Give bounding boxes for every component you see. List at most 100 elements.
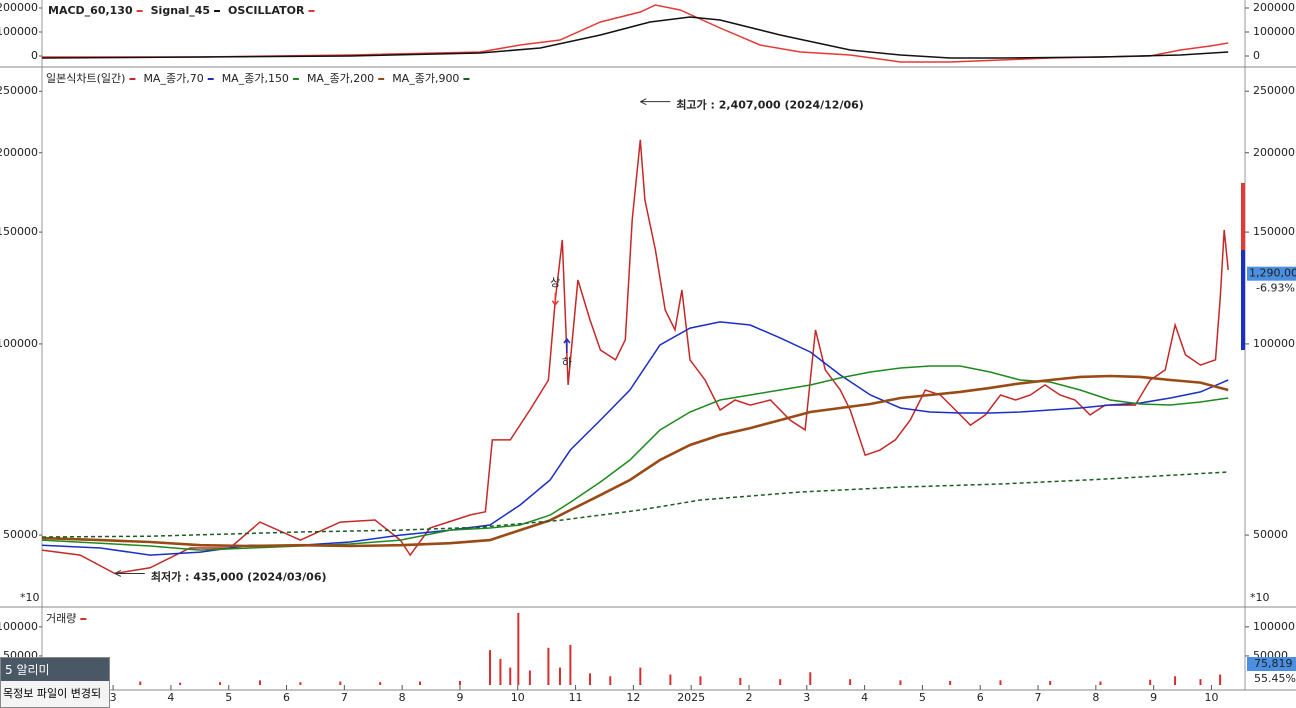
y-tick-label: 150000 bbox=[1253, 225, 1295, 238]
price-change: -6.93% bbox=[1256, 282, 1295, 295]
x-tick-label: 9 bbox=[456, 691, 463, 704]
y-tick-label: 100000 bbox=[1253, 337, 1295, 350]
volume-bar bbox=[139, 681, 142, 685]
range-bar bbox=[1241, 183, 1245, 250]
volume-bar bbox=[569, 644, 572, 685]
volume-bar bbox=[528, 670, 531, 685]
legend-label: 거래량 bbox=[46, 612, 76, 625]
signal-arrow bbox=[551, 292, 559, 307]
x-tick-label: 6 bbox=[283, 691, 290, 704]
y-tick-label: 0 bbox=[1253, 49, 1260, 62]
scale-note: *10 bbox=[20, 591, 40, 604]
volume-bar bbox=[419, 681, 422, 685]
x-tick-label: 10 bbox=[1204, 691, 1218, 704]
popup-title: 5 알리미 bbox=[1, 658, 109, 681]
y-tick-label: 0 bbox=[31, 49, 38, 62]
x-tick-label: 10 bbox=[511, 691, 525, 704]
volume-box bbox=[1247, 657, 1296, 671]
popup[interactable]: 5 알리미 목정보 파일이 변경되 bbox=[0, 657, 110, 708]
volume-bar bbox=[739, 678, 742, 685]
y-tick-label: 200000 bbox=[1253, 1, 1295, 14]
y-tick-label: 200000 bbox=[0, 1, 38, 14]
y-tick-label: 50000 bbox=[1253, 528, 1288, 541]
y-tick-label: 50000 bbox=[3, 528, 38, 541]
x-tick-label: 8 bbox=[399, 691, 406, 704]
volume-bar bbox=[379, 682, 382, 685]
x-tick-label: 3 bbox=[110, 691, 117, 704]
series-line bbox=[41, 321, 1229, 556]
volume-bar bbox=[179, 682, 182, 685]
volume-bar bbox=[699, 676, 702, 685]
current-price: 1,290,000 bbox=[1249, 267, 1296, 280]
y-tick-label: 250000 bbox=[1253, 84, 1295, 97]
series-line bbox=[41, 16, 1229, 59]
annotation: 최고가 : 2,407,000 (2024/12/06) bbox=[676, 98, 864, 112]
volume-bar bbox=[809, 672, 812, 685]
y-tick-label: 250000 bbox=[0, 84, 38, 97]
scale-note: *10 bbox=[1250, 591, 1270, 604]
series-line bbox=[41, 471, 1229, 538]
volume-bar bbox=[339, 681, 342, 685]
volume-bar bbox=[1174, 676, 1177, 685]
volume-label: 55.45% bbox=[1254, 672, 1296, 685]
volume-bar bbox=[489, 650, 492, 685]
volume-bar bbox=[1099, 681, 1102, 685]
volume-bar bbox=[1149, 679, 1152, 685]
annotation-arrow bbox=[114, 570, 145, 577]
annotation-arrow bbox=[640, 98, 671, 106]
volume-bar bbox=[219, 682, 222, 685]
signal-arrow bbox=[563, 337, 571, 354]
x-tick-label: 4 bbox=[167, 691, 174, 704]
volume-bar bbox=[517, 612, 520, 685]
volume-bar bbox=[899, 680, 902, 685]
legend-label: MA_종가,900 bbox=[392, 72, 459, 85]
price-box bbox=[1247, 266, 1296, 281]
volume-bar bbox=[779, 679, 782, 685]
volume-bar bbox=[589, 673, 592, 685]
x-tick-label: 6 bbox=[977, 691, 984, 704]
volume-bar bbox=[1049, 680, 1052, 685]
volume-bar bbox=[1219, 674, 1222, 685]
series-line bbox=[41, 139, 1229, 575]
series-line bbox=[41, 374, 1229, 548]
x-tick-label: 7 bbox=[341, 691, 348, 704]
volume-bar bbox=[299, 682, 302, 685]
volume-bar bbox=[999, 680, 1002, 685]
legend-label: OSCILLATOR bbox=[228, 4, 305, 17]
x-tick-label: 5 bbox=[225, 691, 232, 704]
y-tick-label: 100000 bbox=[0, 25, 38, 38]
legend-label: Signal_45 bbox=[151, 4, 210, 17]
x-tick-label: 5 bbox=[919, 691, 926, 704]
x-tick-label: 3 bbox=[803, 691, 810, 704]
volume-bar bbox=[509, 667, 512, 685]
legend-label: 일본식차트(일간) bbox=[46, 71, 125, 85]
x-tick-label: 2025 bbox=[677, 691, 705, 704]
x-tick-label: 9 bbox=[1150, 691, 1157, 704]
volume-bar bbox=[458, 680, 461, 685]
signal-label: 상 bbox=[550, 276, 560, 289]
y-tick-label: 100000 bbox=[1253, 620, 1295, 633]
volume-bar bbox=[1199, 679, 1202, 685]
x-tick-label: 12 bbox=[626, 691, 640, 704]
volume-bar bbox=[499, 658, 502, 685]
range-bar bbox=[1241, 250, 1245, 350]
volume-bar bbox=[669, 674, 672, 685]
volume-bar bbox=[609, 676, 612, 685]
y-tick-label: 100000 bbox=[0, 337, 38, 350]
y-tick-label: 100000 bbox=[1253, 25, 1295, 38]
y-tick-label: 100000 bbox=[0, 620, 38, 633]
volume-bar bbox=[558, 667, 561, 685]
volume-bar bbox=[258, 680, 261, 685]
y-tick-label: 200000 bbox=[1253, 146, 1295, 159]
x-tick-label: 2 bbox=[746, 691, 753, 704]
x-tick-label: 7 bbox=[1035, 691, 1042, 704]
signal-label: 하 bbox=[562, 355, 572, 369]
volume-bar bbox=[849, 679, 852, 685]
x-tick-label: 4 bbox=[861, 691, 868, 704]
legend-label: MA_종가,200 bbox=[307, 72, 374, 85]
y-tick-label: 150000 bbox=[0, 225, 38, 238]
volume-label: 75,819 bbox=[1254, 657, 1293, 670]
volume-bar bbox=[547, 647, 550, 685]
